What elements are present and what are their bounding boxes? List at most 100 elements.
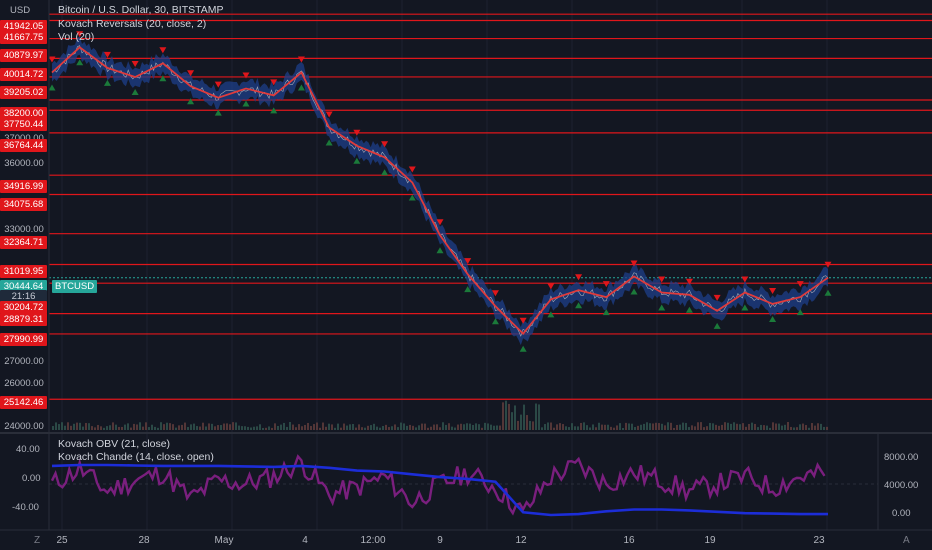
volume-bar: [715, 424, 717, 430]
volume-bar: [322, 422, 324, 430]
volume-bar: [256, 426, 258, 430]
volume-bar: [517, 420, 519, 430]
volume-bar: [493, 425, 495, 430]
volume-bar: [652, 423, 654, 430]
timezone-icon[interactable]: Z: [34, 535, 41, 546]
down-reversal-marker: [491, 290, 499, 297]
volume-bar: [88, 423, 90, 430]
volume-bar: [454, 427, 456, 430]
volume-bar: [130, 427, 132, 430]
legend-kovach-obv[interactable]: Kovach OBV (21, close): [58, 438, 171, 450]
volume-bar: [682, 422, 684, 430]
up-reversal-marker: [297, 84, 305, 91]
symbol-badge: BTCUSD: [52, 280, 98, 293]
right-axis-label: 8000.00: [884, 452, 919, 463]
volume-bar: [187, 427, 189, 430]
volume-bar: [388, 427, 390, 430]
volume-bar: [307, 422, 309, 430]
volume-bar: [70, 425, 72, 430]
volume-bar: [211, 423, 213, 430]
volume-bar: [193, 423, 195, 430]
volume-bar: [169, 423, 171, 430]
volume-bar: [430, 426, 432, 430]
volume-bar: [640, 424, 642, 430]
legend-kovach-chande[interactable]: Kovach Chande (14, close, open): [58, 451, 214, 463]
legend-volume[interactable]: Vol (20): [58, 31, 95, 43]
down-reversal-marker: [270, 79, 278, 86]
volume-bar: [82, 426, 84, 430]
down-reversal-marker: [658, 276, 666, 283]
volume-bar: [268, 426, 270, 430]
volume-bar: [223, 423, 225, 430]
volume-bar: [526, 415, 528, 430]
volume-bar: [403, 423, 405, 430]
down-reversal-marker: [824, 261, 832, 268]
volume-bar: [805, 425, 807, 430]
volume-bar: [742, 423, 744, 430]
down-reversal-marker: [547, 283, 555, 290]
volume-bar: [304, 424, 306, 430]
price-axis-label: 24000.00: [4, 421, 44, 432]
volume-bar: [631, 423, 633, 430]
volume-bar: [766, 425, 768, 430]
volume-bar: [565, 426, 567, 430]
price-tag: 36764.44: [0, 139, 47, 152]
volume-bar: [826, 426, 828, 430]
up-reversal-marker: [381, 169, 389, 176]
volume-bar: [157, 427, 159, 430]
volume-bar: [418, 425, 420, 430]
price-tag: 39205.02: [0, 86, 47, 99]
volume-bar: [775, 423, 777, 430]
volume-bar: [562, 424, 564, 430]
kovach-band-area: [52, 36, 828, 346]
volume-bar: [793, 427, 795, 430]
volume-bar: [145, 422, 147, 430]
volume-bar: [124, 424, 126, 430]
volume-bar: [538, 404, 540, 430]
volume-bar: [727, 422, 729, 430]
volume-bar: [316, 422, 318, 430]
time-axis-label: 25: [56, 535, 68, 546]
volume-bar: [109, 425, 111, 430]
volume-bar: [400, 422, 402, 430]
volume-bar: [478, 424, 480, 430]
volume-bar: [514, 405, 516, 430]
volume-bar: [679, 424, 681, 430]
price-tag: 27990.99: [0, 333, 47, 346]
volume-bar: [247, 426, 249, 430]
volume-bar: [667, 422, 669, 430]
volume-bar: [595, 427, 597, 430]
volume-bar: [661, 423, 663, 430]
volume-bar: [238, 425, 240, 430]
volume-bar: [229, 424, 231, 430]
auto-scale-icon[interactable]: A: [903, 535, 910, 546]
volume-bar: [796, 427, 798, 430]
price-tag: 41942.05: [0, 20, 47, 33]
volume-bar: [253, 426, 255, 430]
volume-bar: [361, 427, 363, 430]
right-axis-label: 4000.00: [884, 480, 919, 491]
volume-bar: [607, 424, 609, 430]
down-reversal-marker: [796, 281, 804, 288]
volume-bar: [601, 424, 603, 430]
volume-bar: [760, 424, 762, 430]
legend-symbol[interactable]: Bitcoin / U.S. Dollar, 30, BITSTAMP: [58, 4, 224, 16]
price-series: [51, 45, 829, 337]
volume-bar: [814, 425, 816, 430]
volume-bar: [433, 424, 435, 430]
volume-bar: [295, 427, 297, 430]
volume-bar: [706, 426, 708, 430]
volume-bar: [328, 423, 330, 430]
price-tag: 25142.46: [0, 396, 47, 409]
volume-bar: [691, 425, 693, 430]
legend-kovach-reversals[interactable]: Kovach Reversals (20, close, 2): [58, 17, 207, 30]
up-reversal-marker: [685, 306, 693, 313]
volume-bar: [670, 422, 672, 430]
volume-bar: [385, 424, 387, 430]
volume-bar: [376, 426, 378, 430]
time-axis-label: 12:00: [360, 535, 386, 546]
volume-bar: [703, 427, 705, 430]
volume-bar: [781, 425, 783, 430]
volume-bar: [436, 424, 438, 430]
